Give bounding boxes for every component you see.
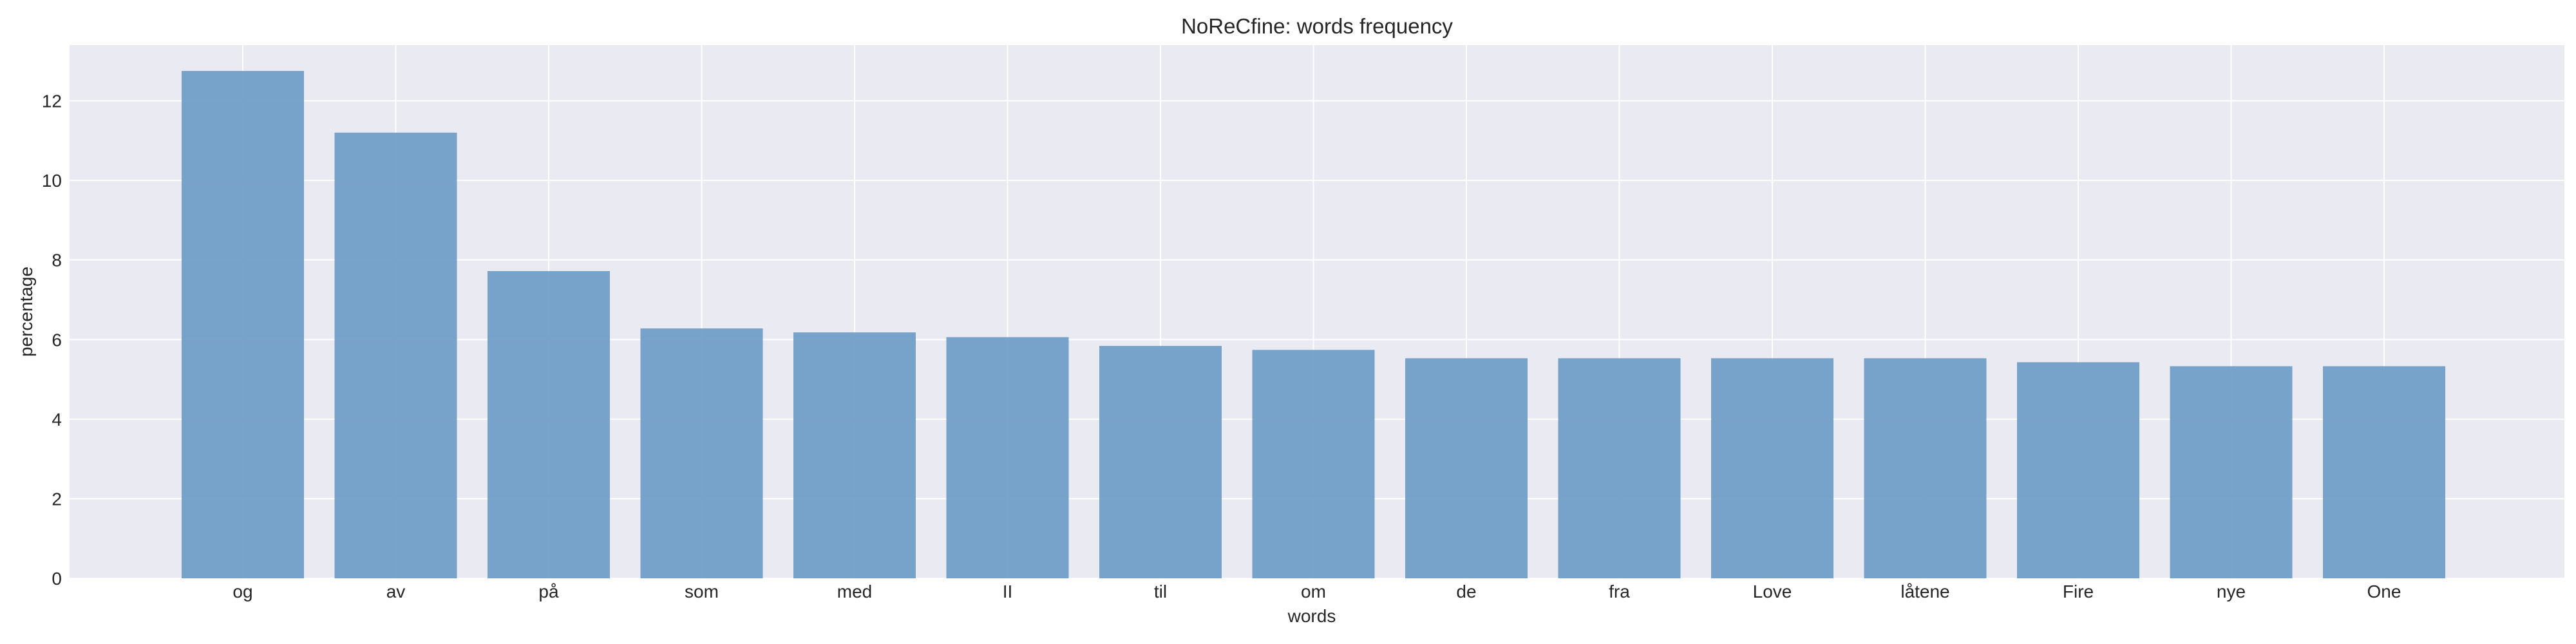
x-axis-label: words: [1287, 606, 1336, 626]
x-tick-label: nye: [2217, 582, 2246, 601]
bar-og: [182, 71, 304, 578]
x-tick-label: om: [1301, 582, 1326, 601]
bar-Fire: [2017, 362, 2139, 578]
y-tick-label: 6: [52, 330, 62, 350]
x-tick-label: fra: [1609, 582, 1630, 601]
x-tick-label: Fire: [2063, 582, 2094, 601]
x-tick-label: II: [1003, 582, 1013, 601]
x-tick-label: og: [232, 582, 252, 601]
bar-om: [1252, 350, 1375, 578]
y-tick-label: 10: [42, 171, 62, 191]
bar-som: [640, 328, 763, 578]
y-tick-label: 8: [52, 251, 62, 270]
chart-title: NoReCfine: words frequency: [1181, 14, 1453, 38]
x-tick-label: på: [538, 582, 559, 601]
bar-fra: [1558, 358, 1681, 578]
x-tick-label: til: [1154, 582, 1167, 601]
x-tick-label: med: [837, 582, 872, 601]
bar-på: [488, 270, 610, 578]
bars: [182, 71, 2445, 578]
y-tick-label: 12: [42, 91, 62, 111]
y-tick-label: 2: [52, 489, 62, 509]
x-tick-label: One: [2367, 582, 2401, 601]
x-tick-label: av: [386, 582, 406, 601]
bar-til: [1099, 346, 1222, 578]
bar-nye: [2170, 366, 2293, 578]
bar-av: [334, 132, 457, 578]
bar-låtene: [1864, 358, 1987, 578]
y-tick-labels: 0 2 4 6 8 10 12: [42, 91, 62, 589]
x-tick-labels: og av på som med II til om de fra Love låtene Fire ny…: [232, 582, 2401, 601]
x-tick-label: som: [685, 582, 719, 601]
bar-Love: [1711, 358, 1833, 578]
bar-II: [946, 337, 1069, 578]
x-tick-label: Love: [1753, 582, 1792, 601]
y-tick-label: 0: [52, 569, 62, 589]
y-axis-label: percentage: [16, 267, 36, 357]
x-tick-label: låtene: [1900, 582, 1949, 601]
bar-de: [1405, 358, 1528, 578]
x-tick-label: de: [1456, 582, 1476, 601]
y-tick-label: 4: [52, 410, 62, 430]
bar-One: [2323, 366, 2445, 578]
bar-med: [793, 332, 916, 578]
